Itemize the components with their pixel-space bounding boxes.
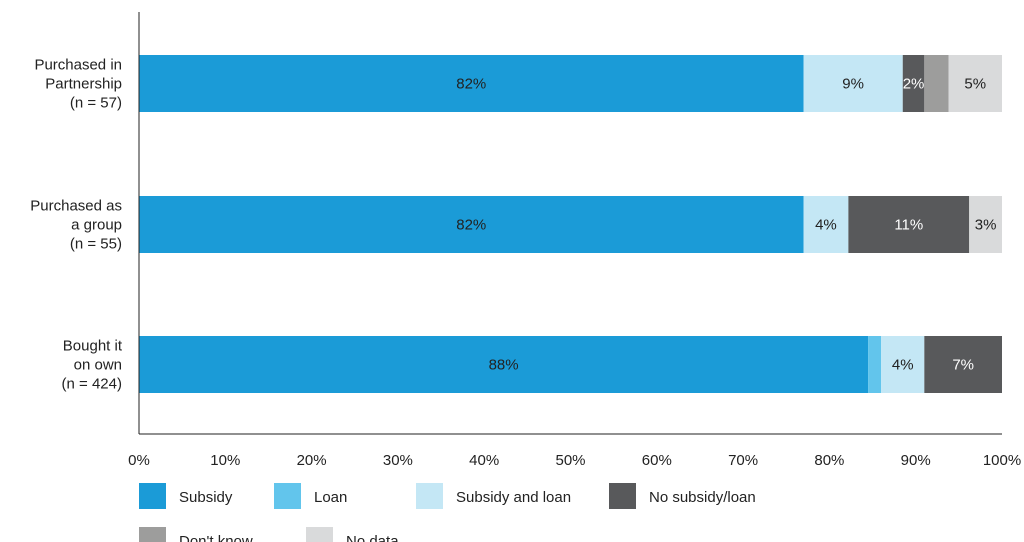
bar-data-label: 3%	[975, 217, 997, 234]
bar-segment-0-2	[139, 336, 869, 393]
bar-data-label: 11%	[894, 217, 923, 234]
category-label-line: on own	[74, 357, 122, 374]
x-tick-label: 60%	[642, 452, 672, 469]
x-tick-label: 0%	[128, 452, 150, 469]
bar-data-label: 5%	[964, 76, 986, 93]
category-label-line: Purchased as	[30, 198, 122, 215]
bar-segment-0-1	[139, 196, 804, 253]
bars-group: 82% 9% 2% 5% 82% 4% 11% 3% 88% 4% 7%	[139, 55, 1002, 393]
bar-segment-2-2	[881, 336, 925, 393]
x-tick-label: 50%	[555, 452, 585, 469]
bar-data-label: 82%	[456, 217, 486, 234]
x-tick-label: 90%	[901, 452, 931, 469]
category-label-line: (n = 57)	[70, 95, 122, 112]
category-label-line: (n = 424)	[62, 376, 122, 393]
x-tick-label: 20%	[297, 452, 327, 469]
x-tick-label: 70%	[728, 452, 758, 469]
legend-swatch	[416, 483, 443, 509]
legend-swatch	[306, 527, 333, 542]
legend: Subsidy Loan Subsidy and loan No subsidy/lo…	[139, 483, 756, 542]
legend-label: Subsidy	[179, 489, 233, 506]
category-label-line: Partnership	[45, 76, 122, 93]
category-label-line: Purchased in	[34, 57, 122, 74]
category-label-line: (n = 55)	[70, 236, 122, 253]
bar-data-label: 2%	[903, 76, 925, 93]
legend-label: Loan	[314, 489, 347, 506]
legend-swatch	[139, 483, 166, 509]
bar-segment-5-1	[969, 196, 1002, 253]
bar-segment-2-0	[803, 55, 903, 112]
x-tick-label: 100%	[983, 452, 1021, 469]
legend-swatch	[139, 527, 166, 542]
bar-data-label: 9%	[842, 76, 864, 93]
category-label-line: a group	[71, 217, 122, 234]
x-tick-label: 30%	[383, 452, 413, 469]
bar-segment-3-2	[924, 336, 1002, 393]
category-labels-group: Purchased in Partnership (n = 57) Purchased…	[30, 57, 123, 393]
bar-segment-2-1	[803, 196, 849, 253]
bar-data-label: 4%	[815, 217, 837, 234]
legend-label: No subsidy/loan	[649, 489, 756, 506]
legend-swatch	[274, 483, 301, 509]
category-label-line: Bought it	[63, 338, 123, 355]
bar-segment-3-1	[848, 196, 970, 253]
bar-segment-1-2	[868, 336, 882, 393]
bar-segment-3-0	[902, 55, 925, 112]
bar-segment-0-0	[139, 55, 804, 112]
bar-data-label: 88%	[489, 357, 519, 374]
x-tick-label: 10%	[210, 452, 240, 469]
bar-data-label: 82%	[456, 76, 486, 93]
legend-swatch	[609, 483, 636, 509]
x-tick-labels-group: 0% 10% 20% 30% 40% 50% 60% 70% 80% 90% 100%	[128, 452, 1021, 469]
x-tick-label: 40%	[469, 452, 499, 469]
bar-data-label: 4%	[892, 357, 914, 374]
x-tick-label: 80%	[814, 452, 844, 469]
legend-label: No data	[346, 533, 399, 542]
legend-label: Subsidy and loan	[456, 489, 571, 506]
legend-label: Don't know	[179, 533, 253, 542]
bar-data-label: 7%	[952, 357, 974, 374]
bar-segment-5-0	[948, 55, 1002, 112]
bar-segment-4-0	[924, 55, 949, 112]
